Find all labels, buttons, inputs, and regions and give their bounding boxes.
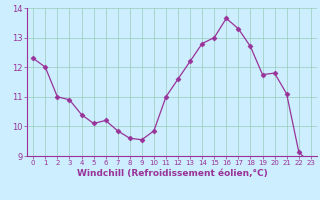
X-axis label: Windchill (Refroidissement éolien,°C): Windchill (Refroidissement éolien,°C) xyxy=(76,169,268,178)
